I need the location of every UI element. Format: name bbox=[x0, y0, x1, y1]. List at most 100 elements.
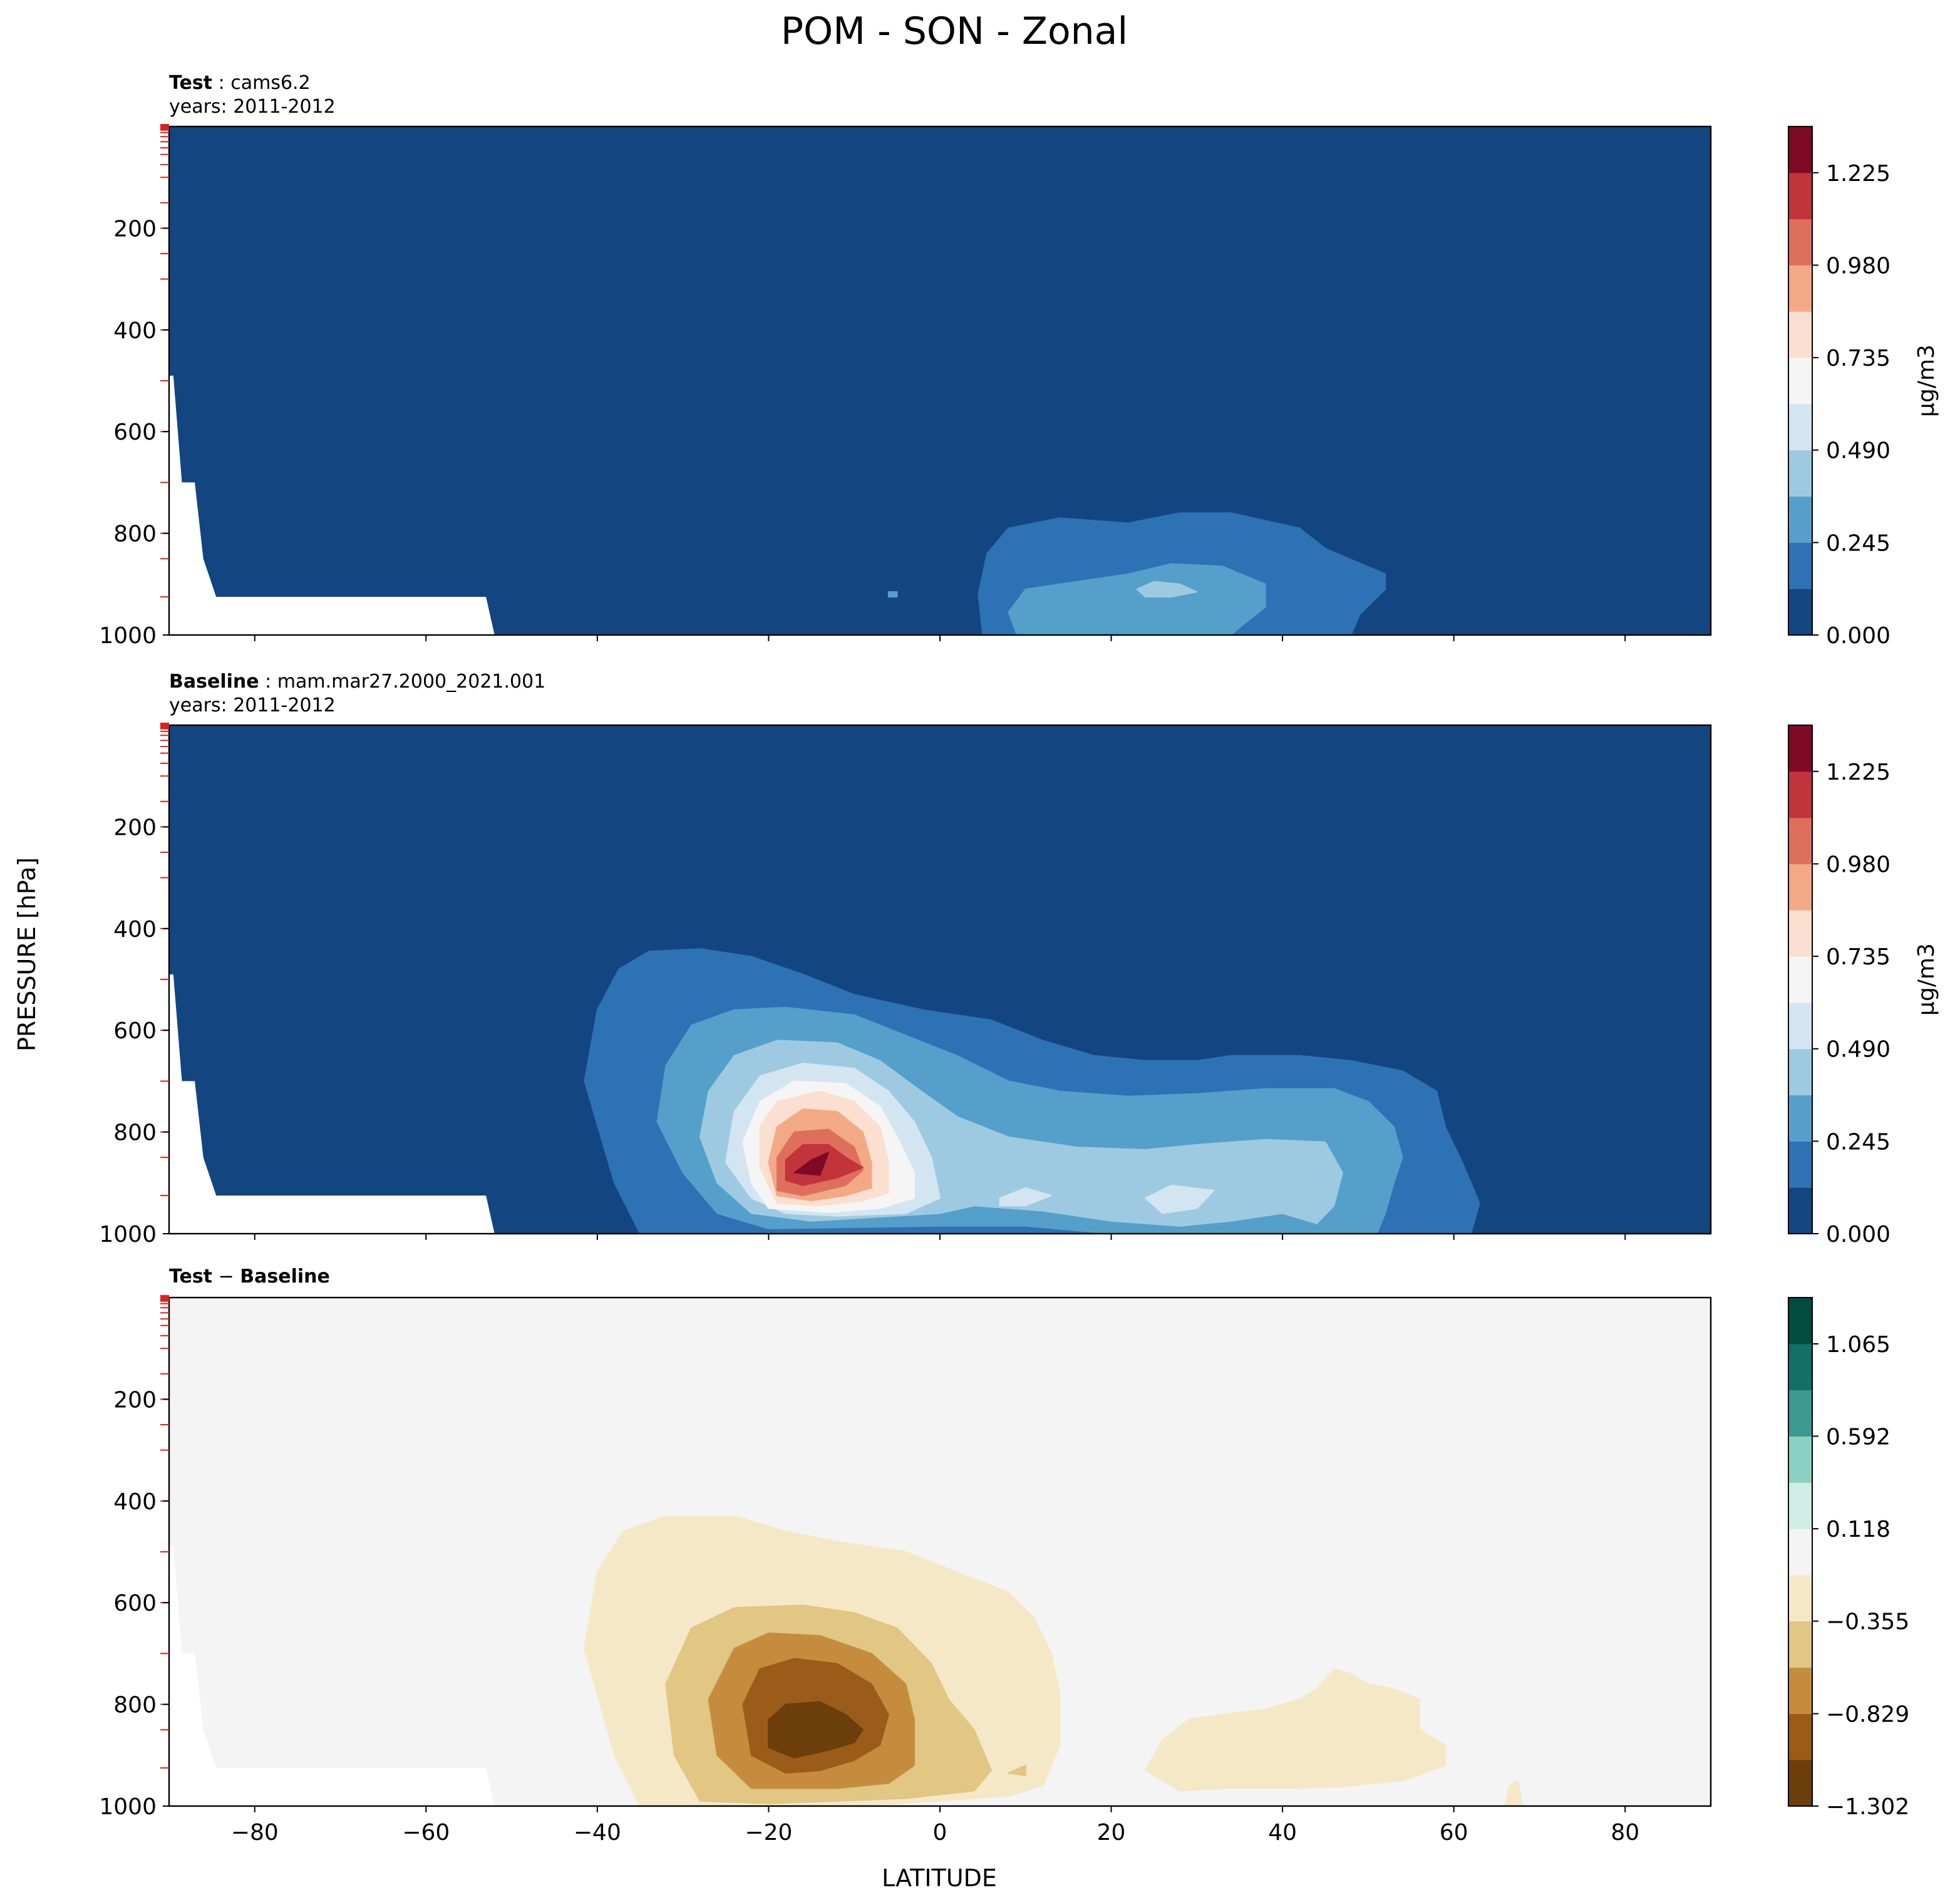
colorbar-segment bbox=[1788, 956, 1812, 1003]
panel-title-separator: : bbox=[212, 72, 230, 94]
colorbar-tick-label: −0.355 bbox=[1826, 1609, 1909, 1635]
colorbar-segment bbox=[1788, 1574, 1812, 1622]
colorbar-segment bbox=[1788, 542, 1812, 589]
panel-title-bold: Baseline bbox=[169, 671, 259, 693]
colorbar-segment bbox=[1788, 1482, 1812, 1529]
figure-xlabel: LATITUDE bbox=[882, 1864, 997, 1892]
colorbar-segment bbox=[1788, 1002, 1812, 1050]
y-tick-label: 200 bbox=[113, 1387, 157, 1413]
x-tick-label: −40 bbox=[574, 1820, 621, 1846]
colorbar-segment bbox=[1788, 1529, 1812, 1576]
colorbar-tick-label: 0.735 bbox=[1826, 346, 1890, 371]
colorbar-tick-label: 0.490 bbox=[1826, 438, 1890, 464]
x-tick-label: −60 bbox=[402, 1820, 450, 1846]
contour-region-level-10 bbox=[793, 1152, 830, 1176]
x-tick-label: 0 bbox=[933, 1820, 947, 1846]
y-tick-label: 600 bbox=[113, 420, 157, 445]
y-tick-label: 800 bbox=[113, 522, 157, 547]
colorbar-frame bbox=[1788, 1297, 1813, 1807]
y-tick-label: 1000 bbox=[99, 1222, 157, 1247]
colorbar-tick-label: 0.980 bbox=[1826, 253, 1890, 279]
contour-region-level-4 bbox=[1145, 1184, 1215, 1214]
colorbar-tick-label: −1.302 bbox=[1826, 1794, 1909, 1820]
colorbar-segment bbox=[1788, 1141, 1812, 1188]
panel-title: Baseline : mam.mar27.2000_2021.001 bbox=[169, 671, 545, 693]
contour-region-level-4 bbox=[999, 1187, 1052, 1207]
colorbar-segment bbox=[1788, 1048, 1812, 1096]
colorbar-segment bbox=[1788, 910, 1812, 957]
figure-title: POM - SON - Zonal bbox=[781, 9, 1128, 53]
colorbar-tick-label: 0.592 bbox=[1826, 1424, 1890, 1450]
colorbar-tick-label: 1.225 bbox=[1826, 161, 1890, 187]
contour-field bbox=[169, 126, 1711, 635]
panel-subtitle: years: 2011-2012 bbox=[169, 694, 336, 716]
colorbar-tick-label: 0.245 bbox=[1826, 530, 1890, 556]
colorbar-segment bbox=[1788, 450, 1812, 497]
missing-data-region bbox=[169, 375, 495, 635]
panel-title-text: Baseline bbox=[240, 1266, 330, 1288]
colorbar-segment bbox=[1788, 219, 1812, 266]
x-tick-label: −80 bbox=[231, 1820, 279, 1846]
panel-subtitle: years: 2011-2012 bbox=[169, 96, 336, 118]
colorbar: −1.302 −0.829 −0.355 0.118 0.592 1.065 bbox=[1788, 1297, 1909, 1820]
panel-title-text: cams6.2 bbox=[230, 72, 310, 94]
x-tick-label: 60 bbox=[1440, 1820, 1468, 1846]
colorbar-segment bbox=[1788, 126, 1812, 173]
colorbar-segment bbox=[1788, 1760, 1812, 1807]
panel-title-bold: Test bbox=[169, 72, 212, 94]
level-marker-cluster bbox=[160, 723, 169, 729]
colorbar-segment bbox=[1788, 1713, 1812, 1760]
y-tick-label: 200 bbox=[113, 216, 157, 242]
colorbar-segment bbox=[1788, 311, 1812, 358]
colorbar-segment bbox=[1788, 725, 1812, 772]
y-tick-label: 600 bbox=[113, 1018, 157, 1044]
x-tick-label: 80 bbox=[1611, 1820, 1639, 1846]
colorbar-tick-label: 0.490 bbox=[1826, 1037, 1890, 1063]
contour-region-level-3 bbox=[1008, 1765, 1026, 1777]
panel-title-separator: : bbox=[259, 671, 277, 693]
colorbar-label: μg/m3 bbox=[1914, 943, 1939, 1016]
colorbar-segment bbox=[1788, 265, 1812, 312]
colorbar-frame bbox=[1788, 725, 1813, 1234]
y-tick-label: 1000 bbox=[99, 623, 157, 649]
x-tick-label: 40 bbox=[1268, 1820, 1297, 1846]
colorbar-frame bbox=[1788, 126, 1813, 636]
contour-field bbox=[169, 725, 1711, 1234]
colorbar: 0.000 0.245 0.490 0.735 0.980 1.225 μg/m3 bbox=[1788, 725, 1939, 1247]
colorbar-segment bbox=[1788, 1390, 1812, 1437]
colorbar-tick-label: 1.065 bbox=[1826, 1332, 1890, 1358]
colorbar-label: μg/m3 bbox=[1914, 344, 1939, 417]
contour-region-level-2 bbox=[887, 591, 898, 598]
y-tick-label: 800 bbox=[113, 1693, 157, 1718]
panel-title-separator: − bbox=[212, 1266, 240, 1288]
colorbar-tick-label: −0.829 bbox=[1826, 1702, 1909, 1728]
panel-3: 200 400 600 800 1000 −80 −60 −40 −20 0 20 40 60 80 Tes… bbox=[99, 1266, 1909, 1846]
missing-data-region bbox=[169, 974, 495, 1234]
colorbar-segment bbox=[1788, 771, 1812, 818]
y-tick-label: 200 bbox=[113, 815, 157, 840]
level-marker-cluster bbox=[160, 124, 169, 130]
contour-region-level-4 bbox=[1504, 1780, 1524, 1806]
contour-region-level-3 bbox=[1136, 581, 1198, 598]
colorbar-tick-label: 1.225 bbox=[1826, 760, 1890, 785]
colorbar: 0.000 0.245 0.490 0.735 0.980 1.225 μg/m3 bbox=[1788, 126, 1939, 649]
colorbar-tick-label: 0.000 bbox=[1826, 1222, 1890, 1247]
contour-region-level-4 bbox=[1145, 1668, 1446, 1792]
colorbar-segment bbox=[1788, 589, 1812, 636]
colorbar-segment bbox=[1788, 1343, 1812, 1390]
colorbar-segment bbox=[1788, 817, 1812, 864]
colorbar-segment bbox=[1788, 1187, 1812, 1234]
colorbar-segment bbox=[1788, 496, 1812, 543]
y-tick-label: 400 bbox=[113, 917, 157, 942]
contour-background bbox=[169, 126, 1711, 635]
y-tick-label: 400 bbox=[113, 318, 157, 344]
contour-region-level-0 bbox=[768, 1701, 864, 1758]
colorbar-tick-label: 0.118 bbox=[1826, 1517, 1890, 1542]
panel-title-text: mam.mar27.2000_2021.001 bbox=[277, 671, 546, 693]
colorbar-segment bbox=[1788, 1667, 1812, 1715]
colorbar-segment bbox=[1788, 403, 1812, 451]
colorbar-segment bbox=[1788, 172, 1812, 220]
colorbar-segment bbox=[1788, 358, 1812, 405]
y-tick-label: 400 bbox=[113, 1489, 157, 1515]
